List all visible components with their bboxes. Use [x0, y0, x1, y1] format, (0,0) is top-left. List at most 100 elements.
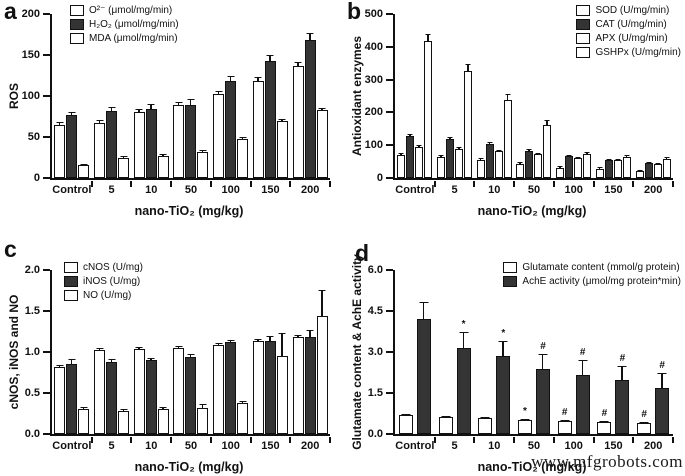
bar: [173, 345, 185, 434]
error-bar-cap: [147, 103, 155, 105]
error-bar-cap: [96, 119, 104, 121]
y-tick-label: 1.0: [24, 346, 40, 358]
error-bar: [150, 105, 152, 110]
x-tick: [289, 181, 292, 187]
error-bar: [449, 138, 451, 140]
bar: [54, 121, 66, 178]
bar: [197, 149, 209, 178]
error-bar-cap: [646, 161, 652, 163]
x-tick: [329, 181, 331, 187]
bar: [595, 166, 604, 178]
error-bar-cap: [517, 161, 523, 163]
x-tick: [552, 437, 555, 443]
error-bar: [502, 342, 504, 357]
category-label: 200: [300, 184, 320, 196]
error-bar-cap: [447, 136, 453, 138]
legend-swatch: [70, 5, 84, 16]
legend-label: APX (U/mg/min): [595, 32, 668, 44]
legend-item: SOD (U/mg/min): [576, 5, 681, 16]
x-tick: [473, 437, 476, 443]
x-tick: [592, 181, 595, 187]
bar: [464, 63, 473, 178]
error-bar: [467, 65, 469, 72]
y-tick: [386, 310, 393, 312]
panel-b: b Antioxidant enzymes 0 100 200 300 400 500 Co…: [343, 0, 685, 238]
bar: [316, 107, 328, 178]
y-tick-label: 200: [364, 106, 383, 119]
error-bar-cap: [624, 154, 630, 156]
bar: [292, 334, 304, 434]
error-bar-cap: [575, 156, 581, 158]
error-bar: [661, 374, 663, 389]
bar: [94, 119, 106, 178]
bar: [478, 416, 493, 434]
legend-swatch: [503, 262, 518, 273]
category-label: 50: [527, 184, 541, 196]
significance-marker: #: [540, 341, 546, 352]
bar: #: [615, 354, 630, 434]
category-label: 150: [604, 184, 623, 196]
x-tick: [592, 437, 595, 443]
bar: [503, 93, 512, 178]
bar-group: [131, 270, 171, 434]
category-label: 150: [261, 440, 280, 452]
error-bar: [581, 361, 584, 376]
error-bar: [217, 344, 220, 346]
y-tick-label: 50: [27, 131, 40, 143]
error-bar: [309, 331, 311, 338]
y-tick-label: 2.0: [24, 264, 40, 276]
bar: [185, 98, 197, 178]
error-bar: [177, 347, 180, 349]
error-bar: [58, 123, 61, 126]
category-label: 200: [300, 440, 320, 452]
error-bar-cap: [199, 149, 207, 151]
bar: [173, 101, 185, 178]
significance-marker: *: [461, 319, 466, 330]
y-tick: [43, 177, 50, 179]
error-bar-cap: [438, 154, 444, 156]
error-bar-cap: [135, 346, 143, 348]
error-bar: [506, 95, 509, 101]
error-bar-cap: [278, 118, 286, 120]
category-label: 10: [145, 440, 158, 452]
error-bar: [110, 108, 113, 112]
error-bar: [138, 110, 140, 113]
bar-group: * #: [514, 270, 554, 434]
panel-c-plot-area: 0.0 0.5 1.0 1.5 2.0 Control 5 10 50 100 150 200: [25, 265, 331, 452]
bar: [213, 342, 225, 434]
y-tick-label: 500: [364, 8, 383, 20]
bar-group: [395, 270, 435, 434]
bar: [613, 158, 622, 178]
bar-group: [92, 14, 132, 178]
legend-swatch: [576, 19, 591, 30]
error-bar-cap: [416, 144, 422, 146]
category-label: 5: [108, 440, 115, 452]
error-bar-cap: [175, 101, 183, 103]
x-tick: [473, 181, 476, 187]
significance-marker: #: [659, 360, 665, 371]
panel-d-legend: Glutamate content (mmol/g protein) AchE a…: [503, 262, 681, 287]
error-bar: [309, 34, 311, 41]
error-bar: [400, 154, 402, 156]
y-tick-label: 100: [21, 90, 40, 102]
error-bar-cap: [657, 372, 667, 374]
error-bar: [598, 168, 601, 170]
error-bar-cap: [175, 345, 183, 347]
y-tick-label: 100: [364, 139, 383, 152]
significance-marker: #: [641, 409, 647, 420]
bar: #: [575, 348, 590, 434]
bar: [446, 136, 455, 178]
error-bar: [586, 153, 588, 155]
significance-marker: #: [579, 347, 586, 358]
error-bar: [229, 77, 232, 82]
error-bar: [427, 35, 429, 42]
error-bar: [497, 151, 500, 152]
error-bar: [241, 402, 244, 404]
category-label: 50: [527, 440, 541, 452]
error-bar: [150, 359, 152, 361]
legend-swatch: [70, 19, 84, 30]
error-bar-cap: [159, 406, 167, 408]
error-bar: [625, 156, 628, 158]
panel-c-x-axis-label: nano-TiO₂ (mg/kg): [134, 460, 244, 474]
x-tick: [672, 181, 674, 187]
